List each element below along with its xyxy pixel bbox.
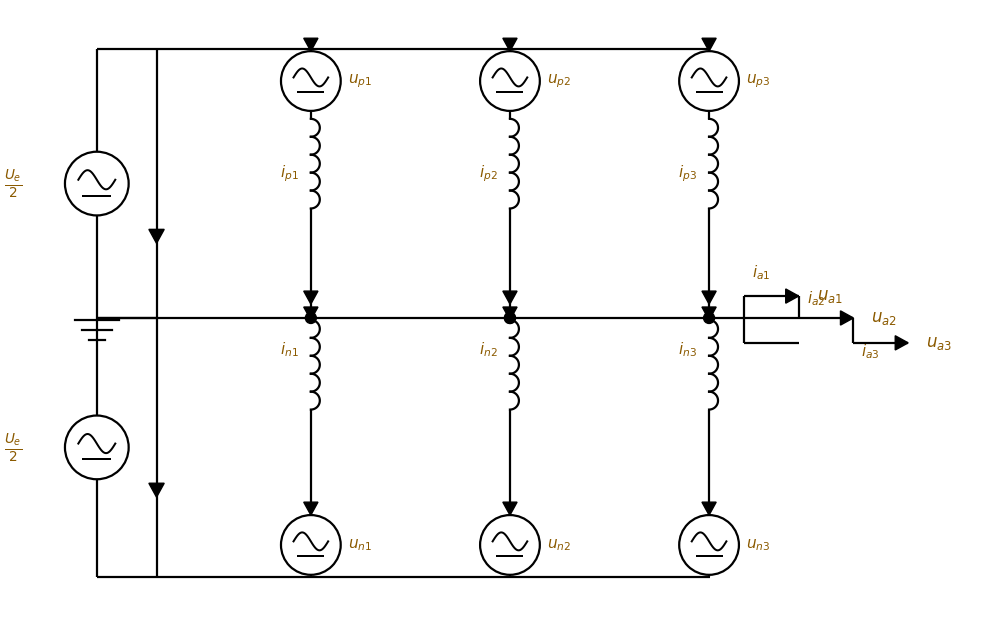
Text: $u_{p2}$: $u_{p2}$	[547, 72, 571, 90]
Circle shape	[504, 313, 515, 323]
Text: $i_{p3}$: $i_{p3}$	[678, 163, 697, 184]
Text: $u_{a3}$: $u_{a3}$	[926, 334, 952, 352]
Polygon shape	[840, 311, 853, 325]
Text: $u_{n3}$: $u_{n3}$	[746, 537, 770, 553]
Polygon shape	[503, 38, 517, 51]
Text: $\frac{U_e}{2}$: $\frac{U_e}{2}$	[4, 168, 22, 200]
Polygon shape	[786, 289, 799, 303]
Text: $u_{p1}$: $u_{p1}$	[348, 72, 372, 90]
Polygon shape	[503, 307, 517, 320]
Polygon shape	[503, 502, 517, 515]
Text: $u_{n1}$: $u_{n1}$	[348, 537, 372, 553]
Polygon shape	[702, 307, 716, 320]
Text: $\frac{U_e}{2}$: $\frac{U_e}{2}$	[4, 431, 22, 464]
Text: $i_{n2}$: $i_{n2}$	[479, 341, 498, 359]
Text: $u_{p3}$: $u_{p3}$	[746, 72, 770, 90]
Text: $i_{n1}$: $i_{n1}$	[280, 341, 299, 359]
Text: $i_{a3}$: $i_{a3}$	[861, 342, 880, 361]
Text: $i_{a1}$: $i_{a1}$	[752, 264, 770, 282]
Text: $i_{p1}$: $i_{p1}$	[280, 163, 299, 184]
Polygon shape	[304, 38, 318, 51]
Polygon shape	[702, 291, 716, 304]
Text: $i_{p2}$: $i_{p2}$	[479, 163, 498, 184]
Polygon shape	[304, 307, 318, 320]
Polygon shape	[702, 38, 716, 51]
Circle shape	[704, 313, 715, 323]
Circle shape	[305, 313, 316, 323]
Polygon shape	[304, 291, 318, 304]
Text: $u_{n2}$: $u_{n2}$	[547, 537, 571, 553]
Circle shape	[504, 313, 515, 323]
Text: $u_{a2}$: $u_{a2}$	[871, 309, 897, 327]
Text: $u_{a1}$: $u_{a1}$	[817, 287, 843, 305]
Polygon shape	[503, 291, 517, 304]
Polygon shape	[702, 502, 716, 515]
Text: $i_{n3}$: $i_{n3}$	[678, 341, 697, 359]
Polygon shape	[149, 483, 164, 497]
Polygon shape	[149, 229, 164, 244]
Polygon shape	[895, 336, 908, 350]
Polygon shape	[304, 502, 318, 515]
Text: $i_{a2}$: $i_{a2}$	[807, 289, 825, 308]
